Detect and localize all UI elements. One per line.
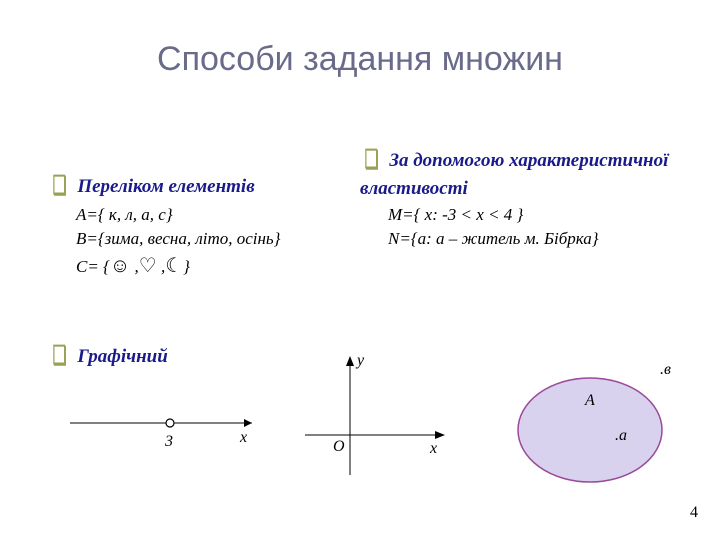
example-set-c: C= {☺ ,♡ ,☾} <box>76 253 280 278</box>
heading-text: Графічний <box>77 346 167 367</box>
moon-icon: ☾ <box>165 255 183 277</box>
point-v-label: .в <box>660 361 671 379</box>
axis-x-label: x <box>240 429 247 447</box>
tick-label-3: 3 <box>165 433 173 451</box>
section-heading-characteristic: ❏За допомогою характеристичної властивос… <box>360 143 720 201</box>
point-a-label: .а <box>615 427 627 445</box>
example-set-n: N={a: a – житель м. Бібрка} <box>388 229 720 249</box>
section-enumeration: ❏ Переліком елементів A={ к, л, а, с} B={… <box>48 170 280 278</box>
section-heading-enumeration: ❏ Переліком елементів <box>48 170 280 201</box>
set-label-a: A <box>585 392 595 410</box>
origin-label: O <box>333 438 345 456</box>
bullet-icon: ❏ <box>53 170 67 201</box>
coordinate-axes-diagram: y x O <box>305 350 465 480</box>
venn-svg <box>505 365 685 495</box>
number-line-diagram: 3 x <box>70 405 260 465</box>
heart-icon: ♡ <box>139 255 157 277</box>
section-heading-graphic: ❏ Графічний <box>48 340 168 371</box>
section-graphic: ❏ Графічний <box>48 340 168 371</box>
heading-text: Переліком елементів <box>77 176 254 197</box>
slide-title: Способи задання множин <box>0 40 720 79</box>
smiley-icon: ☺ <box>110 255 130 277</box>
bullet-icon: ❏ <box>53 340 67 371</box>
venn-diagram: A .а .в <box>505 365 685 495</box>
axis-x-label: x <box>430 440 437 458</box>
example-set-m: M={ x: -3 < x < 4 } <box>388 205 720 225</box>
heading-text: За допомогою характеристичної властивост… <box>360 150 668 199</box>
section-characteristic: ❏За допомогою характеристичної властивос… <box>360 143 720 249</box>
page-number: 4 <box>690 504 698 522</box>
example-set-b: B={зима, весна, літо, осінь} <box>76 229 280 249</box>
open-circle-marker <box>166 419 174 427</box>
example-set-a: A={ к, л, а, с} <box>76 205 280 225</box>
axis-y-label: y <box>357 352 364 370</box>
coord-svg <box>305 350 465 480</box>
bullet-icon: ❏ <box>365 143 379 177</box>
